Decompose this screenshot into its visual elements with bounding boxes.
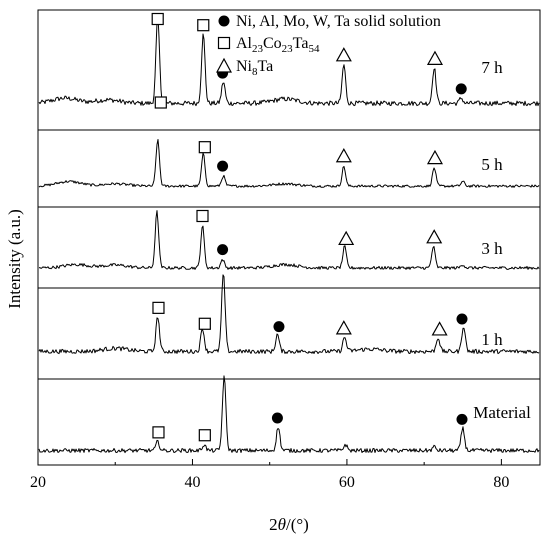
marker-triangle bbox=[335, 47, 352, 62]
x-tick-label: 20 bbox=[30, 474, 46, 491]
marker-triangle bbox=[335, 147, 352, 163]
legend-entry: Ni, Al, Mo, W, Ta solid solution bbox=[236, 13, 441, 30]
series-label: 5 h bbox=[481, 155, 503, 174]
marker-circle bbox=[456, 313, 468, 325]
series-label: 1 h bbox=[481, 330, 503, 349]
trace-7-h bbox=[38, 15, 540, 107]
marker-square bbox=[198, 429, 211, 442]
trace-5-h bbox=[38, 139, 540, 188]
marker-triangle bbox=[426, 149, 443, 165]
marker-triangle bbox=[426, 50, 443, 65]
series-label: Material bbox=[473, 403, 531, 422]
marker-square bbox=[154, 96, 167, 109]
legend-entry: Al23Co23Ta54 bbox=[236, 35, 320, 55]
marker-square bbox=[151, 12, 164, 26]
x-axis: 20 40 60 80 bbox=[30, 459, 509, 491]
x-tick-label: 40 bbox=[184, 474, 200, 491]
marker-triangle bbox=[338, 230, 355, 246]
legend-circle-icon bbox=[218, 15, 230, 27]
marker-square bbox=[198, 141, 211, 154]
x-tick-label: 60 bbox=[339, 474, 355, 491]
panel-frames bbox=[37, 9, 541, 466]
marker-square bbox=[152, 426, 165, 439]
marker-square bbox=[152, 301, 165, 314]
marker-circle bbox=[217, 160, 229, 172]
marker-square bbox=[196, 209, 209, 223]
trace-1-h bbox=[38, 274, 540, 355]
marker-circle bbox=[271, 412, 283, 424]
trace-material bbox=[38, 375, 540, 454]
x-axis-label: 2θ/(°) bbox=[269, 515, 309, 534]
marker-circle bbox=[455, 83, 467, 95]
y-axis-label: Intensity (a.u.) bbox=[5, 209, 24, 309]
phase-markers bbox=[151, 12, 468, 442]
marker-square bbox=[198, 317, 211, 330]
marker-triangle bbox=[431, 321, 448, 336]
series-label: 3 h bbox=[481, 239, 503, 258]
marker-triangle bbox=[335, 320, 352, 335]
legend-entry: Ni8Ta bbox=[236, 58, 273, 78]
series-labels: 7 h 5 h 3 h 1 h Material bbox=[473, 58, 531, 422]
marker-circle bbox=[217, 244, 229, 256]
x-tick-label: 80 bbox=[493, 474, 509, 491]
marker-square bbox=[197, 19, 210, 32]
trace-3-h bbox=[38, 210, 540, 270]
legend: Ni, Al, Mo, W, Ta solid solution Al23Co23… bbox=[215, 13, 441, 78]
marker-circle bbox=[456, 413, 468, 425]
legend-square-icon bbox=[217, 36, 231, 50]
series-label: 7 h bbox=[481, 58, 503, 77]
xrd-traces bbox=[38, 15, 540, 454]
plot-frame bbox=[37, 9, 541, 466]
marker-circle bbox=[273, 321, 285, 333]
marker-triangle bbox=[426, 229, 443, 244]
legend-triangle-icon bbox=[215, 57, 233, 73]
